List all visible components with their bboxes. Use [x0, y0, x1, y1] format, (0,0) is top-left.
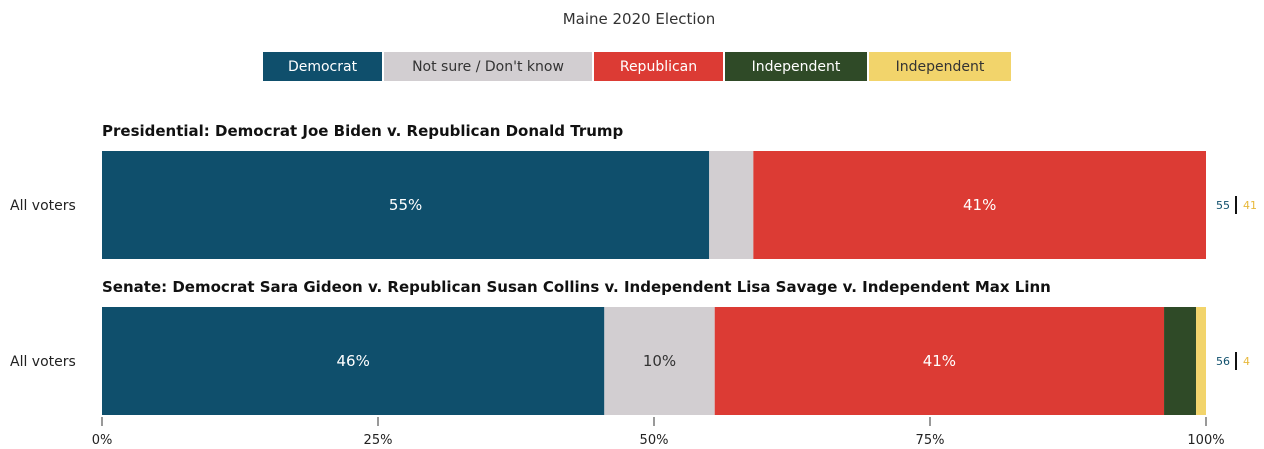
legend-label: Democrat — [287, 58, 358, 75]
side-value-right: 4 — [1243, 355, 1250, 368]
side-value-right: 41 — [1243, 199, 1257, 212]
x-tick-label: 100% — [1187, 433, 1224, 448]
x-tick-label: 50% — [640, 433, 669, 448]
x-tick-label: 0% — [92, 433, 113, 448]
legend: Democrat Not sure / Don't know Republica… — [263, 52, 1011, 81]
side-value-left: 55 — [1216, 199, 1230, 212]
row-label: All voters — [10, 354, 76, 370]
bar-segment[interactable] — [102, 151, 710, 259]
legend-label: Not sure / Don't know — [412, 58, 564, 75]
legend-label: Republican — [619, 58, 698, 75]
segment-label: 55% — [389, 196, 422, 214]
bar-segment[interactable] — [709, 151, 754, 259]
bar-segment[interactable] — [604, 307, 715, 415]
legend-item-independent-2[interactable]: Independent — [869, 52, 1011, 81]
panel-title: Senate: Democrat Sara Gideon v. Republic… — [102, 278, 1051, 296]
x-tick-label: 75% — [916, 433, 945, 448]
legend-item-republican[interactable]: Republican — [594, 52, 723, 81]
segment-label: 41% — [923, 352, 956, 370]
legend-label: Independent — [895, 58, 985, 75]
panel-title: Presidential: Democrat Joe Biden v. Repu… — [102, 122, 624, 140]
x-tick-label: 25% — [364, 433, 393, 448]
row-label: All voters — [10, 198, 76, 214]
legend-item-independent-1[interactable]: Independent — [725, 52, 867, 81]
bar-segment[interactable] — [1196, 307, 1206, 415]
bar-segment[interactable] — [753, 151, 1206, 259]
bar-segment[interactable] — [714, 307, 1165, 415]
side-value-left: 56 — [1216, 355, 1230, 368]
bar-segment[interactable] — [102, 307, 605, 415]
segment-label: 41% — [963, 196, 996, 214]
legend-label: Independent — [751, 58, 841, 75]
segment-label: 46% — [336, 352, 369, 370]
chart-title: Maine 2020 Election — [562, 10, 716, 28]
bar-segment[interactable] — [1164, 307, 1197, 415]
legend-item-democrat[interactable]: Democrat — [263, 52, 382, 81]
segment-label: 10% — [643, 352, 676, 370]
legend-item-not-sure[interactable]: Not sure / Don't know — [384, 52, 592, 81]
